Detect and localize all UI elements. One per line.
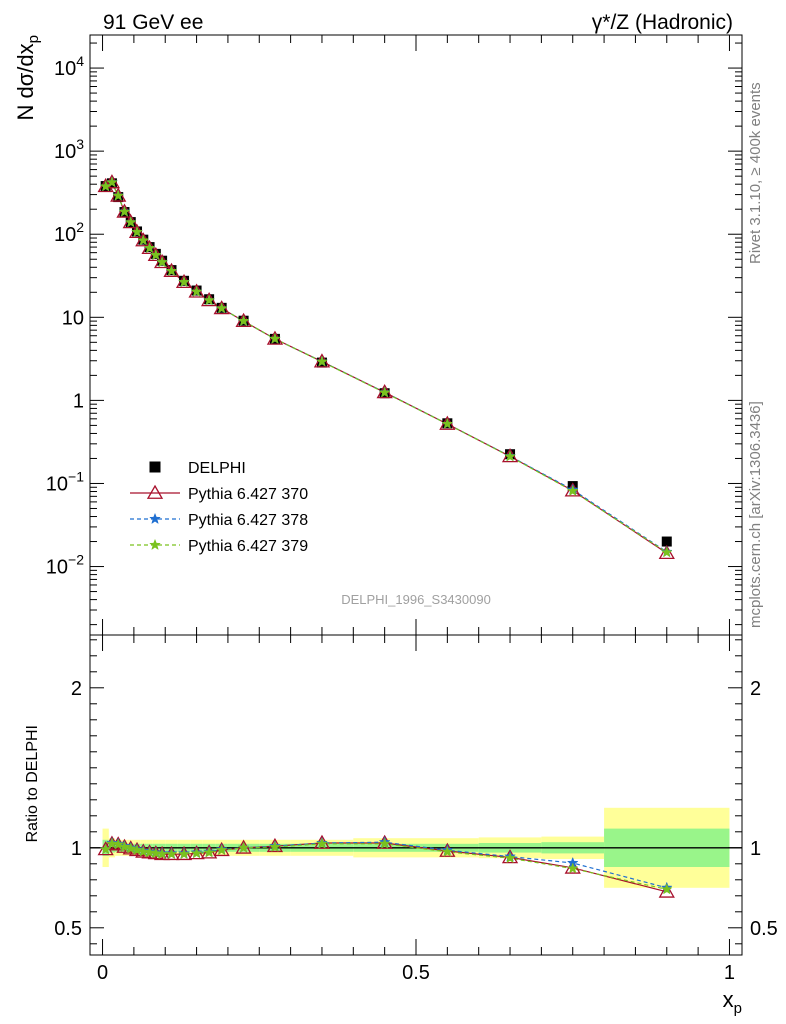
- ratio-point: [566, 862, 579, 874]
- ratio-y-tick-label-right: 0.5: [750, 918, 778, 940]
- ratio-point: [660, 883, 673, 895]
- ratio-point: [106, 837, 118, 849]
- ratio-y-tick-label-right: 1: [750, 838, 761, 860]
- mc-point: [203, 294, 216, 306]
- ratio-point: [124, 842, 137, 854]
- mc-point: [124, 216, 137, 228]
- mc-point: [112, 189, 125, 201]
- ratio-point: [137, 845, 150, 857]
- x-tick-label: 0: [97, 962, 108, 984]
- y-axis-label: N dσ/dxp: [13, 35, 42, 121]
- mc-point: [190, 285, 203, 297]
- ratio-point: [190, 847, 203, 859]
- ratio-point: [441, 845, 454, 857]
- ratio-point: [237, 841, 250, 853]
- ratio-point: [269, 840, 281, 853]
- legend-label: Pythia 6.427 379: [188, 538, 308, 555]
- ratio-point: [149, 847, 162, 859]
- mc-point: [165, 264, 178, 277]
- ratio-point: [658, 883, 675, 898]
- x-axis-label: xp: [723, 987, 742, 1017]
- ratio-point: [504, 851, 516, 864]
- ratio-point: [203, 846, 216, 858]
- header-right-title: γ*/Z (Hadronic): [592, 11, 733, 34]
- mc-point: [156, 256, 169, 268]
- y-tick-label: 10−2: [46, 552, 84, 579]
- y-tick-label: 104: [54, 53, 84, 80]
- mc-point: [566, 484, 579, 497]
- x-tick-label: 0.5: [402, 962, 430, 984]
- header-left-title: 91 GeV ee: [103, 11, 203, 34]
- mc-point: [137, 234, 150, 246]
- mc-point: [215, 302, 228, 314]
- legend-marker: [149, 538, 161, 551]
- mc-point: [316, 355, 328, 367]
- mc-point: [237, 314, 250, 327]
- y-tick-label: 1: [73, 390, 84, 412]
- legend-marker: [149, 512, 161, 525]
- ratio-point: [143, 846, 156, 858]
- mc-point: [660, 546, 673, 558]
- mc-point: [131, 225, 143, 238]
- data-point: [661, 536, 672, 547]
- mc-point: [378, 386, 391, 398]
- y-tick-label: 10: [62, 307, 84, 329]
- ratio-y-tick-label-right: 2: [750, 678, 761, 700]
- legend-label: DELPHI: [188, 460, 246, 477]
- ratio-y-tick-label: 1: [71, 838, 82, 860]
- mc-point: [106, 176, 118, 188]
- y-tick-label: 102: [54, 219, 84, 246]
- mc-point: [149, 248, 162, 261]
- mc-point: [504, 450, 516, 462]
- mc-point: [269, 332, 281, 344]
- mc-point: [143, 241, 156, 254]
- mc-point: [178, 275, 190, 288]
- ratio-panel: 0.5 0.5 1 1 2 2 0 0.5 1 xp Ratio to DELPHI: [24, 634, 778, 1017]
- ratio-point: [378, 837, 391, 849]
- legend-marker: [146, 484, 164, 499]
- ratio-point: [316, 837, 328, 849]
- x-tick-label: 1: [724, 962, 735, 984]
- mcplots-label: mcplots.cern.ch [arXiv:1306.3436]: [747, 401, 764, 628]
- legend-marker: [149, 461, 161, 473]
- series-line: [105, 181, 668, 553]
- mc-point: [441, 417, 454, 430]
- ratio-y-axis-label: Ratio to DELPHI: [24, 725, 41, 842]
- rivet-version-label: Rivet 3.1.10, ≥ 400k events: [747, 82, 764, 264]
- ratio-series-line: [105, 843, 667, 890]
- ratio-point: [178, 847, 190, 860]
- analysis-watermark: DELPHI_1996_S3430090: [341, 592, 491, 607]
- ratio-point: [215, 843, 228, 856]
- y-tick-label: 10−1: [46, 468, 84, 495]
- ratio-point: [165, 847, 178, 860]
- ratio-point: [118, 840, 131, 853]
- mc-point: [118, 205, 131, 217]
- ratio-series-line: [105, 841, 667, 889]
- ratio-point: [112, 838, 125, 850]
- ratio-point: [131, 843, 143, 856]
- ratio-y-tick-label: 2: [71, 678, 82, 700]
- legend-label: Pythia 6.427 378: [188, 512, 308, 529]
- y-tick-label: 103: [54, 136, 84, 163]
- legend-label: Pythia 6.427 370: [188, 486, 308, 503]
- ratio-frame: [89, 634, 743, 956]
- ratio-y-tick-label: 0.5: [54, 918, 82, 940]
